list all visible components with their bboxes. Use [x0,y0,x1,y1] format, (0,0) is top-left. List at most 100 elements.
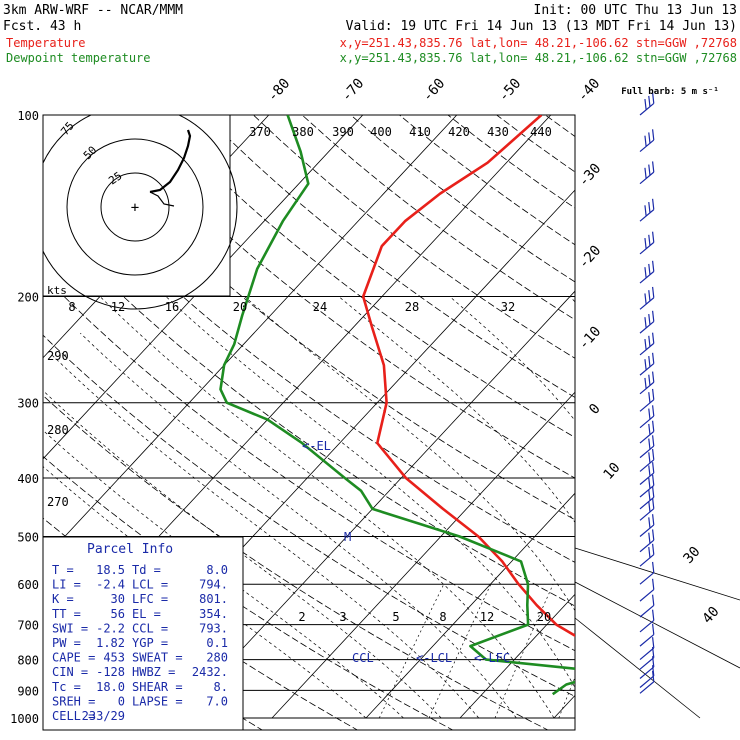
theta-e-label: 380 [292,125,314,139]
parcel-field-value: 2432. [192,665,228,679]
parcel-field-label: HWBZ = [132,665,175,679]
parcel-field-label: YGP = [132,636,168,650]
parcel-field-value: 1.82 [96,636,125,650]
parcel-field-value: 8.0 [206,563,228,577]
parcel-field-value: 8. [214,680,228,694]
isotherm-line [271,391,575,719]
parcel-field-label: SWEAT = [132,651,183,665]
hodo-speed-label: 24 [313,300,327,314]
temperature-trace [361,115,575,638]
mixing-ratio-label: 5 [392,610,399,624]
outer-grid-line [574,581,740,669]
parcel-field-label: SREH = [52,694,95,708]
dry-adiabat-line [643,115,740,731]
isotherm-label: 10 [600,460,623,483]
parcel-field-label: TT = [52,607,81,621]
parcel-field-value: 801. [199,592,228,606]
isotherm-label: -60 [420,76,449,106]
pressure-tick-label: 100 [17,109,39,123]
wind-barb-icon [639,435,655,459]
theta-label: 290 [47,349,69,363]
wind-barb-icon [639,405,655,429]
mixing-ratio-line [428,584,492,719]
wind-barb-icon [639,420,655,444]
dry-adiabat-line [594,115,740,731]
dry-adiabat-line [43,394,549,730]
outer-grid-line [574,617,701,719]
isotherm-line [43,115,458,561]
wind-barb-icon [639,474,655,498]
wind-barb-icon [639,543,655,567]
mixing-ratio-label: 20 [537,610,551,624]
parcel-field-label: K = [52,592,74,606]
isotherm-label: -10 [576,324,605,354]
temperature-station-info: x,y=251.43,835.76 lat,lon= 48.21,-106.62… [340,36,737,50]
dry-adiabat-line [58,115,575,521]
dewpoint-legend: Dewpoint temperature [6,51,151,65]
parcel-field-label: CIN = [52,665,88,679]
dry-adiabat-line [301,115,575,321]
parcel-field-value: 18.5 [96,563,125,577]
isotherm-label: -50 [496,76,525,106]
wind-barb-icon [639,637,655,661]
isotherm-label: -70 [339,76,368,106]
parcel-field-label: CAPE = [52,651,95,665]
model-title: 3km ARW-WRF -- NCAR/MMM [3,3,183,18]
parcel-field-label: T = [52,563,74,577]
moist-adiabat-line [165,296,575,689]
mixing-ratio-label: 3 [339,610,346,624]
parcel-field-label: CELL = [52,709,95,723]
isotherm-line [43,115,364,460]
dry-adiabat-line [691,115,740,731]
parcel-field-label: LI = [52,578,81,592]
pressure-tick-label: 500 [17,530,39,544]
parcel-field-value: 793. [199,621,228,635]
pressure-tick-label: 700 [17,619,39,633]
parcel-field-label: CCL = [132,621,168,635]
isotherm-label: 40 [699,604,722,627]
parcel-field-label: LCL = [132,578,168,592]
hodograph-trace [149,129,192,194]
hodo-speed-label: 20 [233,300,247,314]
wind-barb-icon [639,129,655,153]
wind-barb-icon [639,561,655,585]
isotherm-line [553,694,575,719]
wind-barb-icon [639,646,655,670]
dry-adiabat-line [350,115,575,283]
wind-barb-icon [639,623,655,647]
sounding-annotation: <-EL [302,439,331,453]
hodo-speed-label: 28 [405,300,419,314]
hodo-speed-label: 32 [501,300,515,314]
moist-adiabat-line [80,332,517,719]
sounding-annotation: <-LCL [416,651,452,665]
parcel-field-label: PW = [52,636,81,650]
wind-barb-icon [639,198,655,222]
theta-label: 280 [47,423,69,437]
moist-adiabat-line [682,297,740,719]
parcel-field-label: SWI = [52,621,88,635]
pressure-tick-label: 200 [17,291,39,305]
pressure-tick-label: 400 [17,472,39,486]
wind-barb-icon [639,260,655,284]
parcel-field-value: 233/29 [82,709,125,723]
parcel-field-value: 18.0 [96,680,125,694]
mixing-ratio-line [494,584,554,719]
theta-e-label: 410 [409,125,431,139]
dry-adiabat-line [43,154,575,563]
hodograph-ring [100,172,170,242]
moist-adiabat-line [338,296,575,524]
parcel-field-value: -128 [96,665,125,679]
dewpoint-station-info: x,y=251.43,835.76 lat,lon= 48.21,-106.62… [340,51,737,65]
hodo-speed-label: 16 [165,300,179,314]
parcel-info-title: Parcel Info [87,542,173,557]
isotherm-label: 0 [586,401,604,418]
wind-barb-icon [639,332,655,356]
wind-barb-icon [639,609,655,633]
pressure-tick-label: 300 [17,397,39,411]
dry-adiabat-line [496,115,575,173]
theta-e-label: 400 [370,125,392,139]
dry-adiabat-line [204,115,575,398]
forecast-hour: Fcst. 43 h [3,19,81,34]
parcel-field-value: 30 [111,592,125,606]
wind-barb-icon [639,670,655,694]
